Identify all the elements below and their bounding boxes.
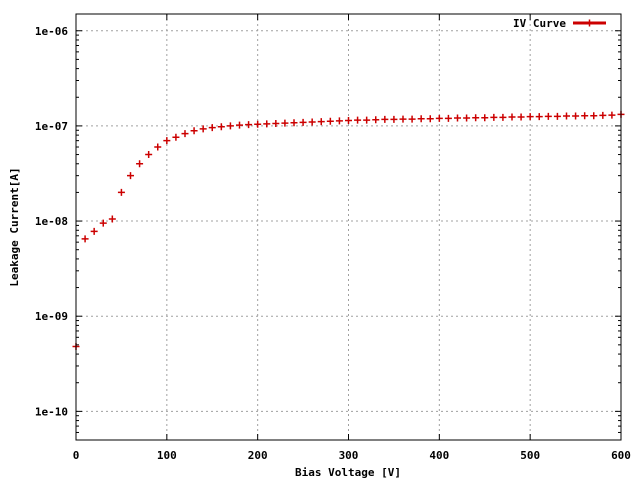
x-tick-label: 500 [520,449,540,462]
data-point [381,115,389,123]
data-point [417,115,425,123]
data-point [526,113,534,121]
y-tick-label: 1e-09 [35,310,68,323]
data-point [199,125,207,133]
data-point [481,114,489,122]
data-point [535,113,543,121]
data-point [372,116,380,124]
data-point [181,130,189,138]
y-tick-label: 1e-06 [35,25,68,38]
y-tick-label: 1e-07 [35,120,68,133]
data-point [572,112,580,120]
x-tick-label: 200 [248,449,268,462]
data-point [99,219,107,227]
data-point [226,122,234,130]
data-point [517,113,525,121]
data-point [426,115,434,123]
legend-marker-iv-curve [586,19,593,27]
data-point [145,151,153,159]
grid [76,14,621,440]
data-point [136,160,144,168]
data-point [263,120,271,128]
data-point [444,114,452,122]
data-point [608,111,616,119]
data-point [127,172,134,180]
data-point [208,124,216,132]
data-point [299,118,307,126]
y-tick-label: 1e-10 [35,405,68,418]
axis-ticks [75,14,622,440]
data-point [245,121,253,129]
data-point [172,133,180,141]
data-point [472,114,480,122]
data-point [254,120,262,128]
data-point [408,115,416,123]
tick-labels: 0 100 200 300 400 500 600 1e-10 1e-09 1e-08 1e-07 1… [35,25,631,462]
data-point [590,112,598,120]
legend-entry-iv-curve: IV Curve [513,17,566,30]
data-point [454,114,461,122]
data-point [272,119,280,127]
data-point [499,113,507,121]
x-tick-label: 600 [611,449,631,462]
data-point [326,117,334,125]
data-point [90,227,98,235]
data-point [435,114,443,122]
data-point [563,112,570,120]
data-point [108,215,116,223]
data-point [490,113,498,121]
data-point [463,114,471,122]
data-point [508,113,516,121]
data-point [581,112,589,120]
x-tick-label: 100 [157,449,177,462]
data-point [399,115,407,123]
series-iv-curve [72,110,625,351]
data-point [290,119,298,127]
data-point [599,111,607,119]
data-point [281,119,289,127]
data-point [335,117,343,125]
data-point [117,188,125,196]
x-tick-label: 400 [429,449,449,462]
data-point [363,116,371,124]
data-point [390,115,398,123]
x-axis-label: Bias Voltage [V] [295,466,401,479]
x-tick-label: 0 [73,449,80,462]
y-axis-label: Leakage Current[A] [8,167,21,286]
data-point [81,235,89,243]
data-point [190,127,198,135]
data-point [217,123,225,131]
x-tick-label: 300 [339,449,359,462]
data-point [345,116,352,124]
data-point [544,112,552,120]
data-point [308,118,316,126]
data-point [154,143,162,151]
legend: IV Curve [513,17,606,30]
data-point [354,116,362,124]
plot-frame [75,13,622,441]
data-point [236,121,243,129]
data-point [163,137,171,145]
y-tick-label: 1e-08 [35,215,68,228]
data-point [553,112,561,120]
data-point [317,118,325,126]
